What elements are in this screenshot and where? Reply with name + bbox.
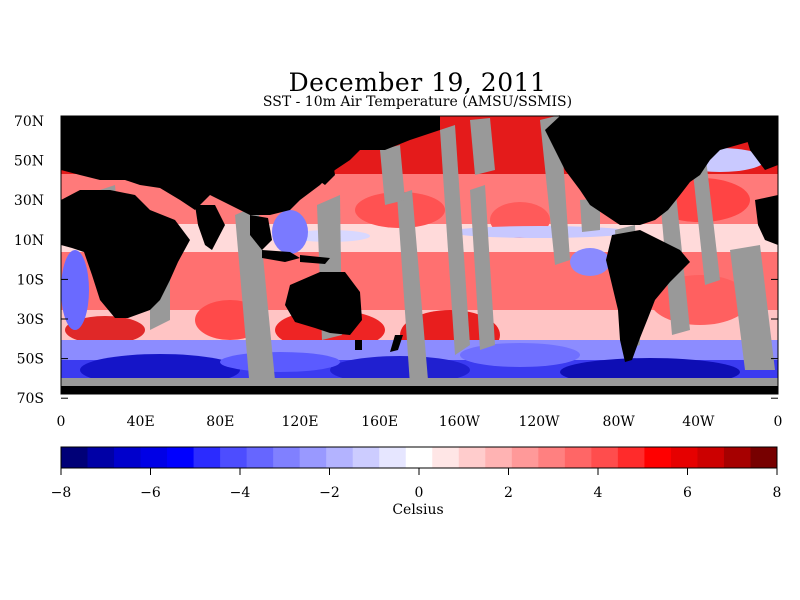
colorbar-swatch: [220, 447, 248, 468]
lon-label: 0: [774, 414, 783, 430]
colorbar-swatch: [379, 447, 407, 468]
lon-label: 160E: [361, 414, 398, 430]
colorbar-tick-label: −6: [140, 485, 161, 501]
colorbar-tick-label: 0: [415, 485, 424, 501]
lat-label: 30S: [17, 312, 44, 328]
lon-label: 40E: [127, 414, 155, 430]
colorbar-label: Celsius: [392, 502, 443, 518]
lon-label: 40W: [682, 414, 715, 430]
lat-label: 30N: [14, 193, 44, 209]
colorbar-swatch: [591, 447, 619, 468]
lat-label: 70S: [17, 391, 44, 407]
colorbar-swatch: [299, 447, 327, 468]
colorbar-swatch: [114, 447, 142, 468]
land-masses: [61, 116, 778, 394]
colorbar-tick-label: 4: [594, 485, 603, 501]
lon-label: 120W: [518, 414, 560, 430]
colorbar-swatch: [273, 447, 301, 468]
colorbar-tick-label: −8: [51, 485, 72, 501]
lon-label: 120E: [282, 414, 319, 430]
colorbar-swatch: [432, 447, 460, 468]
colorbar-swatch: [538, 447, 566, 468]
colorbar-swatch: [511, 447, 539, 468]
colorbar-swatch: [644, 447, 672, 468]
map-title: December 19, 2011: [288, 68, 547, 97]
lat-label: 10S: [17, 272, 44, 288]
colorbar-swatch: [564, 447, 592, 468]
colorbar-tick-label: 6: [683, 485, 692, 501]
lat-label: 50N: [14, 154, 44, 170]
colorbar-swatch: [617, 447, 645, 468]
colorbar-swatch: [670, 447, 698, 468]
colorbar-tick-label: −2: [319, 485, 340, 501]
lat-label: 10N: [14, 233, 44, 249]
colorbar-tick-label: 2: [504, 485, 513, 501]
colorbar-ticks: −8 −6 −4 −2 0 2 4 6 8: [51, 468, 782, 501]
colorbar-swatch: [167, 447, 195, 468]
colorbar-swatch: [352, 447, 380, 468]
lon-label: 80W: [603, 414, 636, 430]
latitude-axis: 70N 50N 30N 10N 10S 30S 50S 70S: [14, 114, 778, 407]
colorbar-swatch: [140, 447, 168, 468]
colorbar-tick-label: −4: [230, 485, 251, 501]
lat-label: 70N: [14, 114, 44, 130]
colorbar-swatch: [458, 447, 486, 468]
longitude-axis: 0 40E 80E 120E 160E 160W 120W 80W 40W 0: [57, 387, 783, 430]
lat-label: 50S: [17, 352, 44, 368]
colorbar-tick-label: 8: [773, 485, 782, 501]
colorbar-swatch: [723, 447, 751, 468]
colorbar-swatch: [750, 447, 778, 468]
colorbar-swatch: [405, 447, 433, 468]
colorbar-swatch: [485, 447, 513, 468]
lon-label: 160W: [439, 414, 481, 430]
map-subtitle: SST - 10m Air Temperature (AMSU/SSMIS): [262, 94, 573, 110]
colorbar-swatch: [246, 447, 274, 468]
colorbar-swatch: [61, 447, 89, 468]
colorbar-swatch: [326, 447, 354, 468]
lon-label: 0: [57, 414, 66, 430]
lon-label: 80E: [206, 414, 234, 430]
colorbar-swatch: [87, 447, 115, 468]
colorbar-swatch: [697, 447, 725, 468]
colorbar: [60, 446, 778, 469]
colorbar-swatch: [193, 447, 221, 468]
